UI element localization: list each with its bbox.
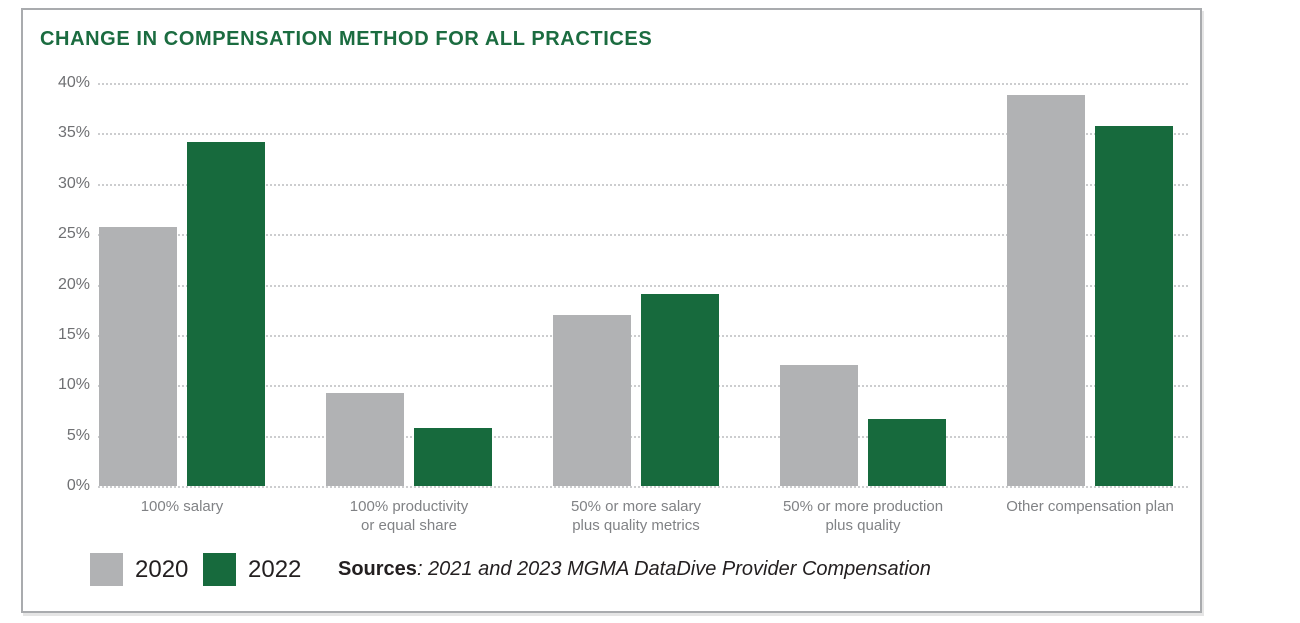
x-axis-category-label-3: 50% or more production plus quality [782, 498, 944, 534]
plot-area: 40% 35% 30% 25% 20% 15% 10% 5% 0% 100% salary 100%… [58, 74, 1188, 534]
y-axis-tick-25: 25% [57, 225, 90, 243]
y-axis-tick-10: 10% [57, 376, 90, 394]
gridline-30 [98, 183, 1188, 186]
y-axis-tick-30: 30% [57, 174, 90, 192]
legend-label-2022: 2022 [248, 556, 302, 583]
sources-label: Sources [338, 558, 417, 580]
chart-title: CHANGE IN COMPENSATION METHOD FOR ALL PR… [40, 28, 653, 50]
y-axis-tick-40: 40% [57, 74, 90, 91]
bar-2020-category-2 [553, 314, 631, 486]
legend-swatch-2022 [203, 553, 236, 586]
gridline-40 [98, 83, 1188, 85]
legend-label-2020: 2020 [135, 556, 189, 583]
gridline-0 [98, 486, 1188, 488]
x-axis-category-label-4: Other compensation plan [1006, 498, 1174, 515]
gridline-20 [98, 284, 1188, 287]
legend-swatch-2020 [90, 553, 123, 586]
x-axis-category-label-2: 50% or more salary plus quality metrics [570, 498, 702, 534]
y-axis-tick-5: 5% [66, 426, 90, 444]
sources-text: : 2021 and 2023 MGMA DataDive Provider C… [416, 558, 931, 580]
bar-2022-category-4 [1095, 126, 1173, 486]
bar-2022-category-0 [187, 142, 265, 486]
x-axis-category-label-0: 100% salary [140, 498, 224, 515]
y-axis-tick-35: 35% [57, 124, 90, 142]
sources-line: Sources: 2021 and 2023 MGMA DataDive Pro… [338, 553, 931, 586]
y-axis-tick-15: 15% [57, 325, 90, 343]
bar-2020-category-0 [99, 227, 177, 486]
y-axis-tick-0: 0% [66, 477, 90, 494]
gridline-25 [98, 234, 1188, 237]
chart-panel: CHANGE IN COMPENSATION METHOD FOR ALL PR… [21, 8, 1202, 613]
bar-2022-category-1 [414, 427, 492, 486]
bar-2020-category-4 [1007, 95, 1085, 486]
bar-2020-category-3 [780, 365, 858, 486]
bar-2022-category-3 [868, 418, 946, 486]
y-axis-tick-20: 20% [57, 275, 90, 293]
x-axis-category-label-1: 100% productivity or equal share [349, 498, 469, 534]
bar-2020-category-1 [326, 393, 404, 486]
bar-2022-category-2 [641, 293, 719, 486]
gridline-35 [98, 133, 1188, 136]
